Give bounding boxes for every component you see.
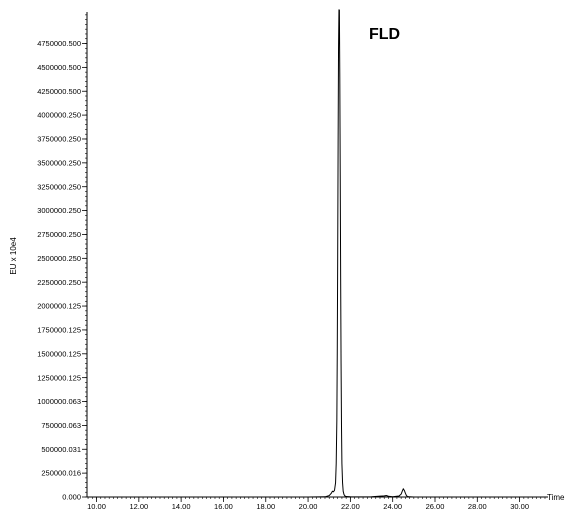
y-tick-label: 1000000.063 bbox=[37, 397, 81, 406]
x-axis: 10.00 12.00 14.00 16.00 18.00 20.00 22.00 24.00… bbox=[87, 496, 548, 510]
x-axis-title: Time bbox=[547, 493, 565, 502]
detector-label: FLD bbox=[369, 26, 400, 43]
x-tick-label: 28.00 bbox=[468, 502, 487, 510]
y-axis: 0.000 250000.016 500000.031 750000.063 10000… bbox=[37, 12, 88, 502]
y-tick-label: 500000.031 bbox=[41, 445, 81, 454]
y-tick-label: 4500000.500 bbox=[37, 63, 81, 72]
y-tick-label: 4000000.250 bbox=[37, 111, 81, 120]
x-tick-label: 18.00 bbox=[256, 502, 275, 510]
y-tick-label: 1750000.125 bbox=[37, 326, 81, 335]
y-tick-label: 3000000.250 bbox=[37, 206, 81, 215]
y-tick-label: 250000.016 bbox=[41, 469, 81, 478]
y-tick-label: 2500000.250 bbox=[37, 254, 81, 263]
y-tick-label: 2750000.250 bbox=[37, 230, 81, 239]
y-tick-label: 0.000 bbox=[62, 493, 81, 502]
y-axis-title: EU x 10e4 bbox=[9, 237, 18, 275]
y-tick-label: 1250000.125 bbox=[37, 373, 81, 382]
x-tick-label: 10.00 bbox=[87, 502, 106, 510]
y-tick-label: 750000.063 bbox=[41, 421, 81, 430]
y-tick-label: 3250000.250 bbox=[37, 182, 81, 191]
y-tick-label: 2000000.125 bbox=[37, 302, 81, 311]
y-tick-label: 4750000.500 bbox=[37, 39, 81, 48]
y-tick-label: 2250000.250 bbox=[37, 278, 81, 287]
y-tick-label: 1500000.125 bbox=[37, 349, 81, 358]
x-tick-label: 20.00 bbox=[299, 502, 318, 510]
y-tick-label: 3500000.250 bbox=[37, 158, 81, 167]
y-tick-label: 3750000.250 bbox=[37, 135, 81, 144]
chromatogram-trace bbox=[87, 9, 545, 498]
x-tick-label: 22.00 bbox=[341, 502, 360, 510]
x-tick-label: 12.00 bbox=[129, 502, 148, 510]
x-tick-label: 16.00 bbox=[214, 502, 233, 510]
x-tick-label: 14.00 bbox=[172, 502, 191, 510]
x-tick-label: 26.00 bbox=[426, 502, 445, 510]
x-tick-label: 24.00 bbox=[383, 502, 402, 510]
y-tick-label: 4250000.500 bbox=[37, 87, 81, 96]
x-tick-label: 30.00 bbox=[510, 502, 529, 510]
